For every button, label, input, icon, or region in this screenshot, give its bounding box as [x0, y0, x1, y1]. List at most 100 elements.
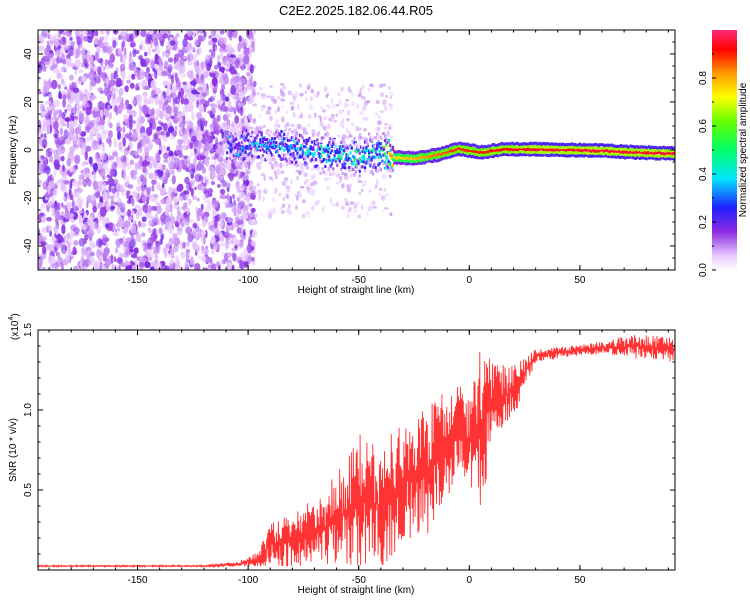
heatmap-cell: [652, 153, 655, 157]
heatmap-cell: [341, 138, 344, 142]
heatmap-cell: [42, 85, 48, 95]
heatmap-cell: [66, 201, 70, 206]
heatmap-cell: [345, 201, 350, 207]
heatmap-cell: [183, 190, 190, 195]
heatmap-cell: [519, 145, 522, 148]
heatmap-cell: [287, 138, 290, 142]
heatmap-cell: [46, 40, 50, 45]
heatmap-cell: [382, 132, 385, 135]
heatmap-cell: [451, 143, 454, 147]
heatmap-cell: [394, 161, 397, 165]
heatmap-cell: [556, 145, 559, 149]
heatmap-cell: [276, 129, 279, 133]
heatmap-cell: [121, 41, 126, 48]
heatmap-cell: [175, 215, 181, 222]
heatmap-cell: [669, 151, 672, 155]
heatmap-cell: [252, 229, 258, 238]
heatmap-cell: [545, 148, 548, 152]
heatmap-cell: [488, 146, 491, 150]
heatmap-cell: [229, 54, 236, 58]
heatmap-cell: [443, 146, 446, 150]
heatmap-cell: [180, 251, 186, 259]
heatmap-cell: [346, 213, 350, 218]
heatmap-cell: [463, 142, 466, 146]
heatmap-cell: [317, 90, 320, 96]
heatmap-cell: [219, 51, 224, 60]
heatmap-cell: [333, 139, 336, 143]
heatmap-cell: [155, 242, 161, 253]
heatmap-cell: [451, 154, 454, 158]
heatmap-cell: [454, 151, 457, 155]
heatmap-cell: [539, 153, 542, 157]
heatmap-cell: [417, 161, 420, 165]
heatmap-cell: [423, 161, 426, 165]
heatmap-cell: [379, 136, 383, 140]
heatmap-cell: [421, 152, 424, 156]
heatmap-cell: [241, 65, 244, 72]
heatmap-cell: [237, 191, 241, 195]
heatmap-cell: [108, 255, 111, 264]
heatmap-cell: [366, 157, 369, 161]
heatmap-cell: [167, 81, 171, 91]
heatmap-cell: [239, 136, 242, 140]
heatmap-cell: [248, 147, 251, 151]
heatmap-cell: [205, 54, 211, 64]
heatmap-cell: [358, 157, 361, 161]
heatmap-cell: [576, 143, 579, 147]
heatmap-cell: [167, 224, 174, 235]
heatmap-cell: [438, 158, 441, 162]
heatmap-cell: [84, 150, 89, 161]
heatmap-cell: [601, 146, 604, 150]
heatmap-cell: [296, 175, 299, 181]
heatmap-cell: [310, 88, 314, 94]
heatmap-cell: [520, 149, 523, 153]
heatmap-cell: [149, 266, 155, 270]
heatmap-cell: [383, 105, 388, 111]
heatmap-cell: [575, 146, 578, 150]
heatmap-cell: [256, 183, 260, 187]
heatmap-cell: [653, 149, 656, 153]
heatmap-cell: [287, 144, 290, 148]
heatmap-cell: [99, 36, 105, 41]
heatmap-cell: [269, 85, 273, 88]
heatmap-cell: [85, 145, 92, 152]
heatmap-cell: [630, 155, 633, 159]
heatmap-cell: [658, 155, 661, 158]
heatmap-cell: [640, 156, 643, 160]
heatmap-cell: [303, 145, 306, 149]
heatmap-cell: [516, 148, 519, 152]
heatmap-cell: [374, 168, 377, 172]
heatmap-cell: [503, 152, 506, 156]
heatmap-cell: [438, 147, 441, 151]
heatmap-cell: [491, 149, 494, 153]
heatmap-cell: [240, 42, 247, 50]
heatmap-cell: [285, 137, 288, 141]
heatmap-cell: [295, 137, 298, 141]
heatmap-cell: [553, 148, 556, 152]
heatmap-cell: [260, 133, 263, 137]
heatmap-cell: [537, 142, 541, 146]
heatmap-cell: [455, 142, 458, 146]
heatmap-cell: [293, 157, 296, 161]
heatmap-cell: [156, 126, 163, 131]
heatmap-cell: [143, 94, 147, 102]
heatmap-cell: [67, 242, 71, 249]
heatmap-cell: [660, 156, 663, 160]
heatmap-cell: [123, 190, 126, 197]
heatmap-cell: [494, 148, 497, 152]
heatmap-cell: [211, 181, 215, 185]
heatmap-cell: [654, 157, 657, 161]
heatmap-cell: [523, 153, 526, 157]
heatmap-cell: [224, 143, 228, 151]
heatmap-cell: [540, 153, 543, 157]
heatmap-cell: [403, 154, 406, 158]
heatmap-cell: [660, 152, 663, 156]
heatmap-cell: [66, 58, 72, 68]
heatmap-cell: [230, 238, 234, 244]
heatmap-cell: [296, 147, 299, 151]
heatmap-cell: [573, 147, 576, 151]
heatmap-cell: [231, 236, 238, 247]
heatmap-cell: [159, 187, 166, 194]
heatmap-cell: [172, 130, 177, 137]
heatmap-cell: [506, 144, 509, 148]
